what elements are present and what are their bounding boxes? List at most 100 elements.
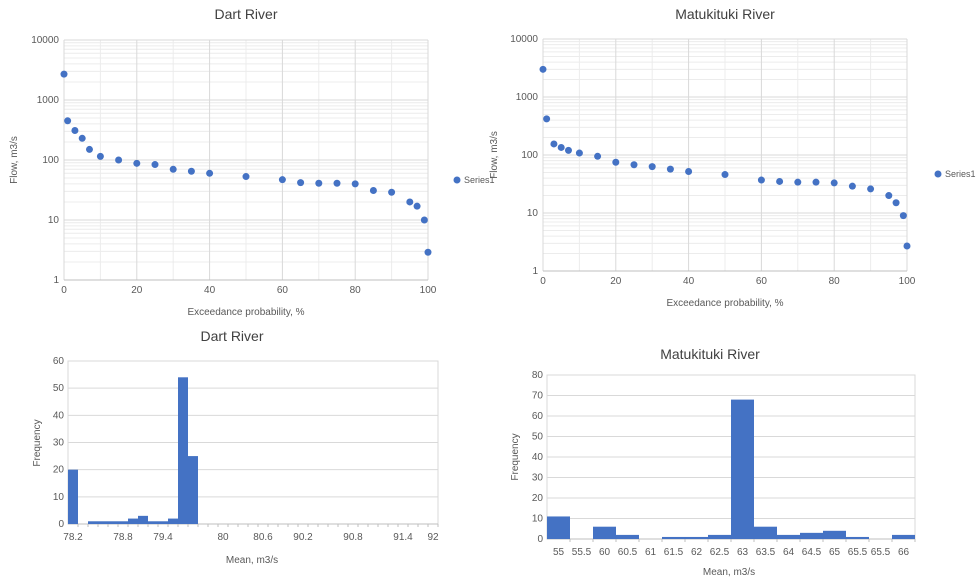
- x-tick-label: 80: [350, 285, 362, 296]
- x-tick-label: 80.6: [253, 532, 273, 543]
- gridlines: [67, 360, 439, 527]
- data-point: [242, 173, 250, 181]
- y-tick-label: 70: [532, 391, 544, 402]
- y-tick-label: 0: [58, 519, 64, 530]
- y-tick-labels: 1 10 100 1000 10000: [510, 34, 538, 277]
- data-point: [830, 179, 838, 187]
- x-tick-label: 55.5: [572, 547, 592, 558]
- bar: [662, 536, 685, 539]
- y-tick-label: 100: [521, 150, 538, 161]
- y-tick-label: 50: [53, 383, 65, 394]
- data-point: [420, 216, 428, 224]
- data-point: [685, 167, 693, 175]
- legend-marker: [934, 170, 942, 178]
- bar: [547, 516, 570, 539]
- data-point: [539, 65, 547, 73]
- y-tick-label: 10: [48, 215, 60, 226]
- y-tick-label: 100: [42, 155, 59, 166]
- data-point: [133, 159, 141, 167]
- chart-title: Matukituki River: [675, 6, 775, 22]
- x-tick-label: 65.5: [871, 547, 891, 558]
- bar: [68, 469, 78, 524]
- legend: Series1: [934, 169, 976, 179]
- x-tick-label: 63.5: [756, 547, 776, 558]
- bar: [118, 521, 128, 524]
- chart-title: Matukituki River: [660, 346, 760, 362]
- data-point: [351, 180, 359, 188]
- bar: [616, 534, 639, 539]
- bar: [823, 530, 846, 539]
- bar: [148, 521, 158, 524]
- dart-histogram: Dart River Mean, m3/s Frequency 0 10 20 30 4…: [32, 328, 439, 566]
- data-point: [543, 115, 551, 123]
- bar: [731, 399, 754, 539]
- x-tick-label: 63: [737, 547, 749, 558]
- chart-title: Dart River: [200, 328, 263, 344]
- data-point: [575, 149, 583, 157]
- bar: [108, 521, 118, 524]
- bar: [168, 518, 178, 524]
- data-point: [413, 202, 421, 210]
- y-tick-label: 50: [532, 432, 544, 443]
- data-point: [115, 156, 123, 164]
- y-tick-label: 30: [532, 473, 544, 484]
- y-tick-label: 80: [532, 370, 544, 381]
- y-tick-label: 1: [53, 275, 59, 286]
- bar: [777, 534, 800, 539]
- x-tick-label: 62.5: [710, 547, 730, 558]
- y-tick-label: 10: [527, 208, 539, 219]
- y-axis-label: Flow, m3/s: [489, 131, 500, 179]
- data-point: [388, 188, 396, 196]
- data-point: [85, 145, 93, 153]
- data-point: [187, 167, 195, 175]
- data-point: [564, 146, 572, 154]
- y-tick-label: 20: [532, 493, 544, 504]
- y-tick-label: 40: [532, 452, 544, 463]
- y-tick-label: 1000: [37, 95, 60, 106]
- x-tick-label: 100: [899, 276, 916, 287]
- bar: [158, 521, 168, 524]
- x-tick-label: 78.2: [63, 532, 83, 543]
- data-point: [812, 178, 820, 186]
- data-point: [794, 178, 802, 186]
- data-point: [666, 165, 674, 173]
- x-tick-label: 60.5: [618, 547, 638, 558]
- x-tick-labels: 0 20 40 60 80 100: [540, 276, 916, 287]
- data-point: [899, 212, 907, 220]
- legend-label: Series1: [464, 175, 495, 185]
- x-tick-label: 92: [427, 532, 439, 543]
- bar: [88, 521, 98, 524]
- x-tick-label: 0: [540, 276, 546, 287]
- x-tick-labels: 55 55.5 60 60.5 61 61.5 62 62.5 63 63.5 64 64.5 65 65…: [553, 547, 910, 558]
- data-point: [721, 171, 729, 179]
- y-axis-label: Frequency: [32, 419, 43, 466]
- x-tick-label: 60: [599, 547, 611, 558]
- chart-title: Dart River: [214, 6, 277, 22]
- x-tick-label: 40: [683, 276, 695, 287]
- data-point: [78, 134, 86, 142]
- data-point: [867, 185, 875, 193]
- data-point: [333, 179, 341, 187]
- y-tick-labels: 1 10 100 1000 10000: [31, 35, 59, 286]
- x-tick-label: 0: [61, 285, 67, 296]
- data-point: [557, 143, 565, 151]
- y-tick-label: 1: [532, 266, 538, 277]
- data-point: [848, 182, 856, 190]
- data-point: [885, 192, 893, 200]
- x-tick-label: 65: [829, 547, 841, 558]
- bar: [138, 515, 148, 524]
- y-tick-label: 0: [537, 534, 543, 545]
- data-point: [96, 152, 104, 160]
- matukituki-histogram: Matukituki River Mean, m3/s Frequency 0 1…: [510, 346, 916, 578]
- data-point: [903, 242, 911, 250]
- bar: [188, 456, 198, 524]
- x-tick-label: 90.2: [293, 532, 313, 543]
- x-tick-label: 65.5: [848, 547, 868, 558]
- x-tick-label: 79.4: [153, 532, 173, 543]
- x-axis-label: Exceedance probability, %: [666, 298, 783, 309]
- bar: [846, 536, 869, 539]
- bar: [178, 377, 188, 524]
- x-tick-label: 80: [829, 276, 841, 287]
- x-tick-label: 64.5: [802, 547, 822, 558]
- x-tick-label: 61.5: [664, 547, 684, 558]
